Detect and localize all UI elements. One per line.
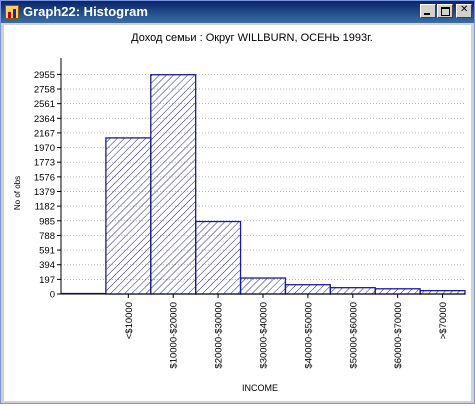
x-axis-label: INCOME	[242, 383, 278, 393]
y-tick-label: 0	[50, 290, 55, 301]
histogram-bar	[284, 284, 331, 295]
x-tick-label: <$10000	[124, 302, 135, 339]
y-tick-label: 1970	[34, 143, 55, 154]
histogram-bar	[239, 277, 287, 295]
histogram-bar	[419, 290, 466, 295]
y-tick-label: 2561	[34, 99, 55, 110]
histogram-bar	[374, 288, 421, 295]
y-tick-label: 2364	[34, 114, 55, 125]
x-tick-label: $30000-$40000	[259, 302, 270, 369]
title-bar[interactable]: Graph22: Histogram	[1, 1, 474, 23]
y-axis-label: No of obs	[13, 176, 22, 210]
histogram-bar	[329, 287, 376, 295]
chart-title: Доход семьи : Округ WILLBURN, ОСЕНЬ 1993…	[131, 32, 373, 44]
y-tick-label: 788	[39, 231, 55, 242]
y-tick-label: 2758	[34, 84, 55, 95]
maximize-button[interactable]	[437, 4, 453, 18]
y-tick-label: 1379	[34, 187, 55, 198]
y-tick-label: 985	[39, 216, 55, 227]
y-tick-label: 1576	[34, 172, 55, 183]
x-tick-label: $10000-$20000	[169, 302, 180, 369]
y-tick-label: 2167	[34, 128, 55, 139]
y-tick-label: 394	[39, 260, 55, 271]
y-tick-label: 1182	[35, 202, 55, 213]
x-tick-label: >$70000	[438, 302, 449, 339]
histogram-bar	[105, 137, 152, 295]
minimize-button[interactable]	[420, 4, 436, 18]
window-title: Graph22: Histogram	[23, 4, 148, 19]
x-tick-label: $50000-$60000	[348, 302, 359, 369]
graph-app-icon[interactable]	[5, 5, 19, 19]
y-tick-label: 591	[39, 246, 55, 257]
close-button[interactable]	[456, 4, 472, 18]
x-tick-label: $40000-$50000	[303, 302, 314, 369]
y-tick-label: 2955	[34, 70, 55, 81]
y-tick-label: 1773	[34, 158, 55, 169]
x-tick-label: $60000-$70000	[393, 302, 404, 369]
histogram-chart: Доход семьи : Округ WILLBURN, ОСЕНЬ 1993…	[13, 32, 466, 393]
chart-area: Доход семьи : Округ WILLBURN, ОСЕНЬ 1993…	[4, 25, 471, 401]
histogram-bar	[195, 220, 242, 295]
y-tick-label: 197	[39, 275, 55, 286]
histogram-bar	[150, 74, 197, 295]
x-tick-label: $20000-$30000	[214, 302, 225, 369]
